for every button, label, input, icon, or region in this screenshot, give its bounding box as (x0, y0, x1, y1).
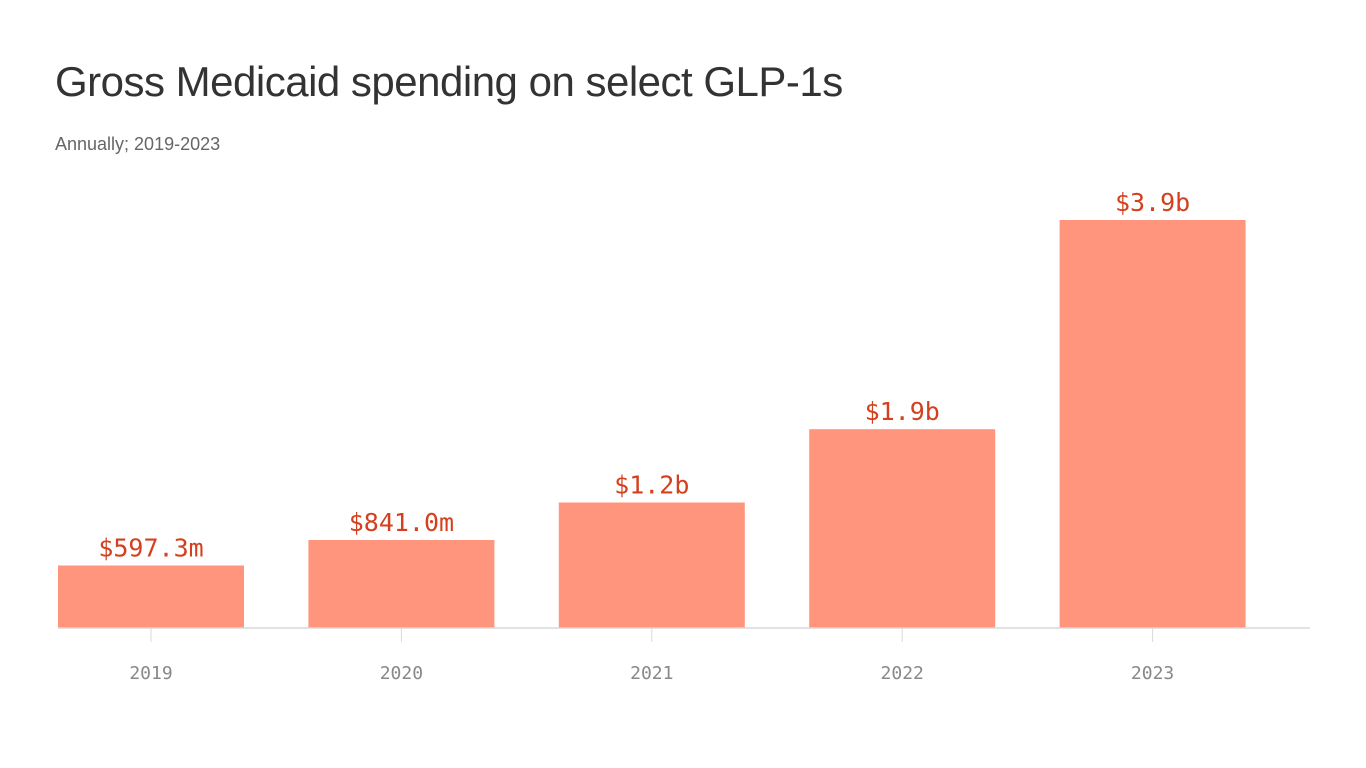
x-tick-label-2023: 2023 (1131, 663, 1174, 684)
bar-2019 (58, 565, 244, 628)
value-label-2020: $841.0m (349, 508, 454, 537)
x-tick-label-2022: 2022 (881, 663, 924, 684)
x-axis-ticks (150, 628, 1154, 642)
bar-2020 (308, 540, 495, 628)
value-label-2022: $1.9b (865, 397, 940, 426)
x-tick-label-2021: 2021 (630, 663, 673, 684)
x-tick-label-2019: 2019 (129, 663, 172, 684)
value-label-2019: $597.3m (98, 534, 203, 563)
x-tick-label-2020: 2020 (380, 663, 423, 684)
bars-layer (58, 220, 1246, 628)
bar-2021 (558, 502, 745, 628)
chart-title: Gross Medicaid spending on select GLP-1s (55, 58, 843, 105)
value-label-2021: $1.2b (614, 471, 689, 500)
chart-subtitle: Annually; 2019-2023 (55, 134, 221, 154)
value-labels: $597.3m $841.0m $1.2b $1.9b $3.9b (98, 188, 1190, 563)
bar-2023 (1059, 220, 1246, 628)
value-label-2023: $3.9b (1115, 188, 1190, 217)
bar-2022 (809, 429, 996, 628)
x-axis-labels: 2019 2020 2021 2022 2023 (129, 663, 1174, 684)
